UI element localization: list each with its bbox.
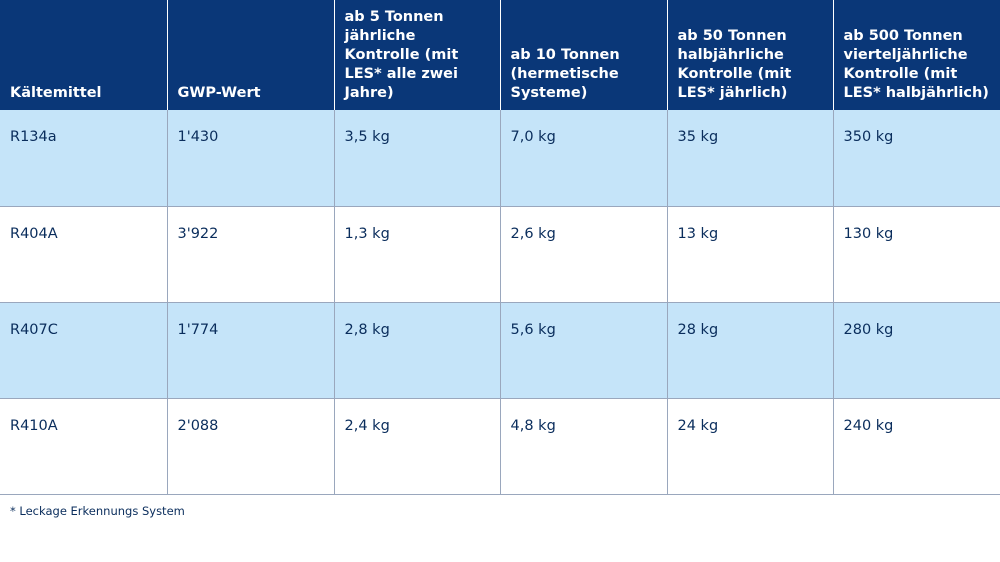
table-cell: 130 kg <box>833 206 1000 303</box>
table-cell: 350 kg <box>833 110 1000 207</box>
table-cell: 28 kg <box>667 302 834 399</box>
table-cell: 2,4 kg <box>334 398 501 495</box>
header-cell-10-tonnes: ab 10 Tonnen (hermetische Systeme) <box>500 0 668 110</box>
table-cell: 24 kg <box>667 398 834 495</box>
header-cell-gwp: GWP-Wert <box>167 0 335 110</box>
table-cell: 7,0 kg <box>500 110 668 207</box>
header-row: Kältemittel GWP-Wert ab 5 Tonnen jährlic… <box>0 0 1000 110</box>
table-row: R404A 3'922 1,3 kg 2,6 kg 13 kg 130 kg <box>0 206 1000 303</box>
table-row: R410A 2'088 2,4 kg 4,8 kg 24 kg 240 kg <box>0 398 1000 495</box>
table-cell: 5,6 kg <box>500 302 668 399</box>
table-cell: 240 kg <box>833 398 1000 495</box>
table-cell: 1'430 <box>167 110 335 207</box>
table-row: R407C 1'774 2,8 kg 5,6 kg 28 kg 280 kg <box>0 302 1000 399</box>
refrigerant-table: Kältemittel GWP-Wert ab 5 Tonnen jährlic… <box>0 0 1000 495</box>
table-cell: R407C <box>0 302 168 399</box>
header-cell-5-tonnes: ab 5 Tonnen jährliche Kontrolle (mit LES… <box>334 0 501 110</box>
table-cell: 2'088 <box>167 398 335 495</box>
table-cell: 1'774 <box>167 302 335 399</box>
table-cell: R404A <box>0 206 168 303</box>
table-cell: 3'922 <box>167 206 335 303</box>
table-cell: 13 kg <box>667 206 834 303</box>
table-cell: 4,8 kg <box>500 398 668 495</box>
footnote: * Leckage Erkennungs System <box>10 504 185 518</box>
table-cell: R134a <box>0 110 168 207</box>
table-cell: R410A <box>0 398 168 495</box>
table-cell: 35 kg <box>667 110 834 207</box>
header-cell-refrigerant: Kältemittel <box>0 0 168 110</box>
table-cell: 280 kg <box>833 302 1000 399</box>
table-cell: 1,3 kg <box>334 206 501 303</box>
table-cell: 3,5 kg <box>334 110 501 207</box>
table-row: R134a 1'430 3,5 kg 7,0 kg 35 kg 350 kg <box>0 110 1000 207</box>
table-cell: 2,8 kg <box>334 302 501 399</box>
table-cell: 2,6 kg <box>500 206 668 303</box>
header-cell-500-tonnes: ab 500 Tonnen vierteljährliche Kontrolle… <box>833 0 1000 110</box>
header-cell-50-tonnes: ab 50 Tonnen halbjährliche Kontrolle (mi… <box>667 0 834 110</box>
